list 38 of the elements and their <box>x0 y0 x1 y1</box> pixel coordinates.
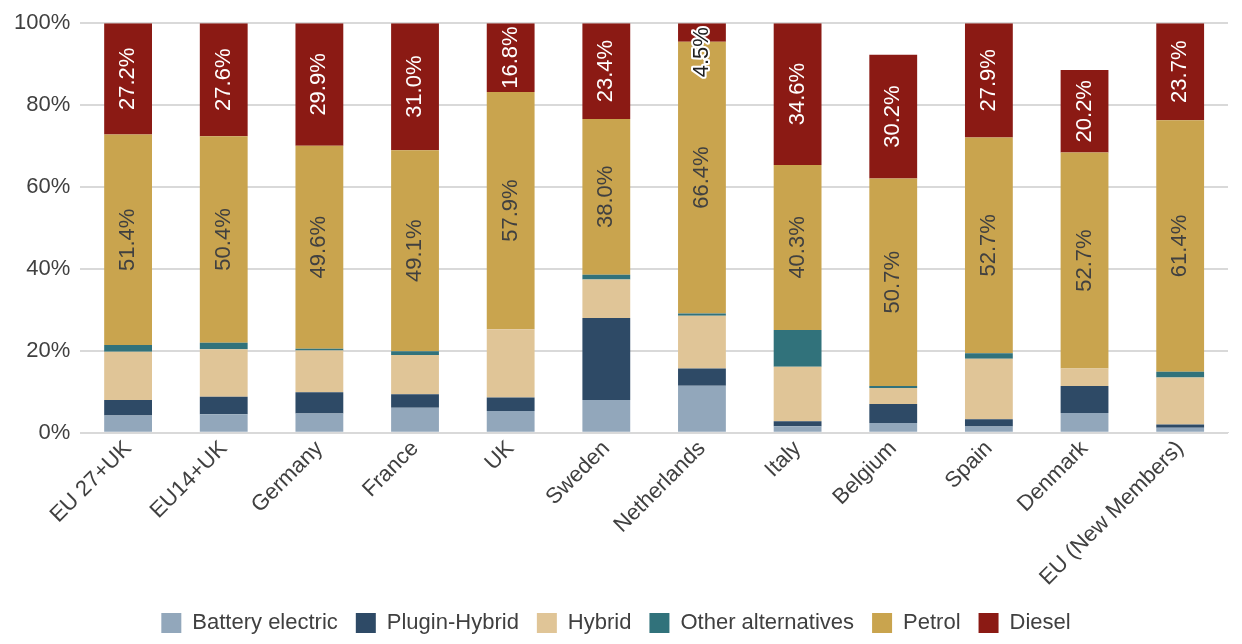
data-label: 49.6% <box>305 216 331 279</box>
legend-label: Other alternatives <box>680 609 855 635</box>
y-tick-label: 40% <box>26 255 71 280</box>
data-label: 4.5% <box>688 27 714 78</box>
data-label: 51.4% <box>114 208 140 272</box>
data-label: 27.9% <box>974 49 1000 112</box>
legend-label: Plugin-Hybrid <box>386 609 519 635</box>
y-tick-label: 0% <box>38 418 71 444</box>
data-label: 50.7% <box>879 251 905 314</box>
data-label: 27.2% <box>114 47 140 111</box>
data-label: 49.1% <box>401 219 427 282</box>
legend-label: Diesel <box>1009 609 1071 635</box>
data-label: 16.8% <box>496 26 522 89</box>
data-label: 27.6% <box>209 48 235 111</box>
x-tick-label: UK <box>479 435 519 475</box>
data-label: 61.4% <box>1166 214 1192 278</box>
legend-label: Petrol <box>903 609 961 635</box>
data-label: 50.4% <box>209 208 235 271</box>
data-label: 29.9% <box>305 53 331 116</box>
data-label: 40.3% <box>783 216 809 279</box>
y-tick-label: 100% <box>13 9 71 35</box>
y-tick-label: 60% <box>26 173 71 199</box>
data-label: 52.7% <box>1070 229 1096 292</box>
data-label: 66.4% <box>688 146 714 209</box>
x-tick-label: Italy <box>759 435 806 482</box>
data-label: 38.0% <box>592 165 618 229</box>
data-label: 30.2% <box>879 85 905 148</box>
data-label: 20.2% <box>1070 80 1096 143</box>
data-label: 23.7% <box>1166 40 1192 103</box>
y-tick-label: 80% <box>26 91 71 117</box>
legend-label: Hybrid <box>567 609 632 635</box>
data-label: 34.6% <box>783 62 809 126</box>
data-label: 23.4% <box>592 39 618 103</box>
data-label: 52.7% <box>974 214 1000 277</box>
data-label: 31.0% <box>401 55 427 118</box>
y-tick-label: 20% <box>26 336 71 362</box>
data-label: 57.9% <box>496 179 522 242</box>
legend-label: Battery electric <box>192 609 338 635</box>
